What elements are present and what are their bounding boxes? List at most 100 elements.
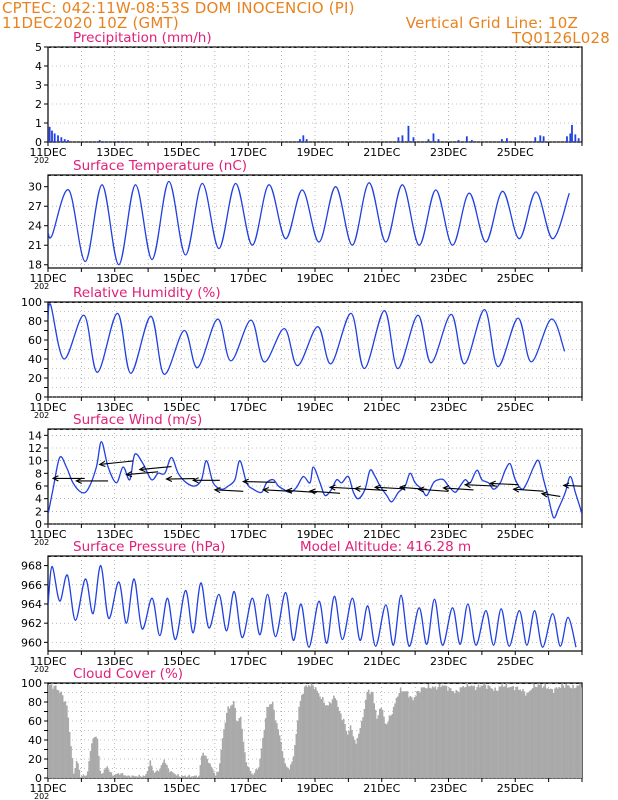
cloud-bar — [391, 713, 394, 778]
cloud-bar — [103, 769, 106, 778]
cloud-bar — [376, 718, 378, 778]
wind-vector — [443, 487, 474, 491]
y-tick-label: 3 — [35, 79, 42, 92]
cloud-bar — [548, 689, 551, 778]
cloud-bar — [451, 690, 453, 778]
wind-arrowhead — [125, 471, 133, 478]
x-tick-label: 23DEC — [430, 146, 467, 159]
cloud-bar — [92, 738, 95, 778]
precip-bar — [53, 133, 56, 142]
x-tick-label: 21DEC — [363, 528, 400, 541]
cloud-bar — [280, 741, 282, 778]
cloud-bar — [212, 769, 214, 778]
cloud-bar — [202, 752, 204, 778]
cloud-bar — [390, 715, 392, 778]
y-tick-label: 2 — [35, 98, 42, 111]
panel-title: Precipitation (mm/h) — [73, 30, 212, 46]
cloud-bar — [434, 686, 437, 778]
cloud-bar — [327, 705, 330, 778]
cloud-bar — [157, 771, 160, 778]
cloud-bar — [203, 755, 206, 778]
y-tick-label: 30 — [28, 181, 42, 194]
wind-vector — [214, 489, 244, 492]
wind-vector — [541, 493, 561, 497]
cloud-bar — [66, 705, 68, 778]
cloud-bar — [524, 695, 527, 778]
cloud-bar — [561, 683, 563, 778]
wind-vector — [563, 484, 582, 487]
cloud-bar — [508, 687, 510, 778]
x-tick-label: 23DEC — [430, 782, 467, 795]
year-stub-label: 202 — [34, 156, 49, 165]
cloud-bar — [330, 703, 332, 778]
cloud-bar — [78, 769, 81, 778]
cloud-bar — [558, 687, 560, 778]
y-tick-label: 966 — [21, 579, 42, 592]
cloud-bar — [527, 692, 530, 778]
cloud-bar — [48, 684, 50, 778]
cloud-bar — [253, 772, 256, 778]
precip-bar — [457, 140, 460, 142]
cloud-bar — [210, 766, 213, 778]
cloud-bar — [577, 685, 580, 778]
wind-arrowhead — [398, 484, 406, 491]
cloud-bar — [67, 717, 70, 778]
model-id: TQ0126L028 — [511, 29, 610, 47]
cloud-bar — [234, 707, 236, 778]
cloud-bar — [125, 776, 128, 778]
series-group — [48, 683, 582, 778]
cloud-bar — [320, 699, 323, 778]
y-tick-label: 8 — [35, 467, 42, 480]
cloud-bar — [516, 686, 519, 778]
cloud-bar — [515, 687, 517, 778]
cloud-bar — [283, 757, 285, 778]
cloud-bar — [484, 684, 487, 778]
cloud-bar — [512, 685, 515, 778]
precip-bar — [117, 141, 119, 142]
cloud-bar — [438, 683, 441, 778]
cloud-bar — [491, 688, 494, 778]
humidity-line — [48, 302, 566, 375]
cloud-bar — [381, 709, 384, 778]
x-tick-label: 25DEC — [497, 146, 534, 159]
cloud-bar — [287, 767, 289, 778]
cloud-bar — [121, 772, 124, 778]
cloud-bar — [260, 748, 263, 778]
cloud-bar — [410, 697, 413, 778]
cloud-bar — [374, 709, 377, 778]
cloud-bar — [477, 684, 480, 778]
cloud-bar — [345, 730, 348, 778]
cloud-bar — [315, 687, 317, 778]
cloud-bar — [223, 729, 225, 778]
cloud-bar — [384, 723, 387, 778]
cloud-bar — [120, 773, 122, 778]
precip-bar — [465, 136, 468, 142]
cloud-bar — [93, 737, 96, 778]
cloud-bar — [352, 736, 355, 778]
cloud-bar — [124, 775, 127, 778]
x-tick-label: 17DEC — [230, 655, 267, 668]
wind-vector — [309, 490, 341, 494]
cloud-bar — [53, 685, 56, 778]
cloud-bar — [246, 766, 249, 778]
cloud-bar — [276, 723, 278, 778]
y-tick-label: 14 — [28, 429, 42, 442]
cloud-bar — [91, 743, 93, 778]
cloud-bar — [416, 691, 419, 778]
cloud-bar — [88, 761, 90, 778]
cloud-bar — [251, 773, 253, 778]
cloud-bar — [168, 772, 171, 778]
cloud-bar — [98, 755, 100, 778]
x-tick-label: 11DEC — [29, 782, 66, 795]
cloud-bar — [409, 696, 412, 778]
x-tick-label: 17DEC — [230, 146, 267, 159]
cloud-bar — [404, 691, 406, 778]
cloud-bar — [59, 693, 61, 778]
cloud-bar — [447, 690, 449, 778]
precip-bar — [67, 140, 69, 142]
wind-arrowhead — [328, 484, 336, 491]
y-tick-label: 1 — [35, 117, 42, 130]
precip-bar — [427, 139, 430, 142]
cloud-bar — [245, 762, 248, 778]
cloud-bar — [342, 718, 345, 778]
